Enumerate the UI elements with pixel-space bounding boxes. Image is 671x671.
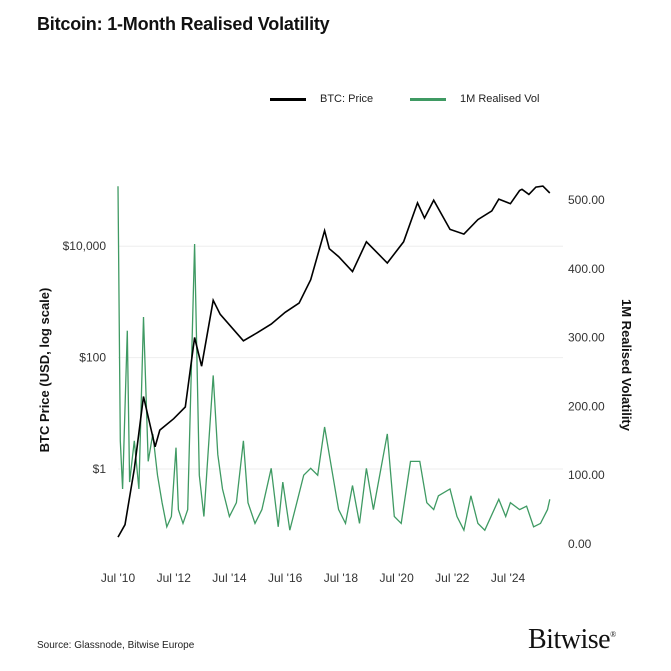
x-tick-label: Jul '14 [212,571,247,585]
series-line-volatility [117,186,551,533]
x-tick-label: Jul '16 [268,571,303,585]
x-tick-label: Jul '18 [324,571,359,585]
legend-label-price: BTC: Price [320,93,374,105]
y-left-axis-label: BTC Price (USD, log scale) [37,288,52,453]
y-right-tick-label: 100.00 [568,468,605,482]
source-note: Source: Glassnode, Bitwise Europe [37,640,195,651]
y-left-tick-label: $10,000 [63,239,107,253]
legend-swatch-price [270,97,306,101]
y-left-tick-label: $100 [79,351,106,365]
y-right-tick-label: 400.00 [568,262,605,276]
legend-item-price: BTC: Price [270,93,373,105]
series-line-price [117,185,551,538]
x-tick-label: Jul '20 [379,571,414,585]
y-left-tick-label: $1 [93,462,107,476]
legend-item-vol: 1M Realised Vol [410,93,540,105]
x-tick-label: Jul '10 [101,571,136,585]
chart-title: Bitcoin: 1-Month Realised Volatility [37,14,330,34]
y-right-tick-label: 300.00 [568,331,605,345]
x-tick-label: Jul '22 [435,571,470,585]
legend-label-vol: 1M Realised Vol [460,93,540,105]
legend-swatch-vol [410,97,446,101]
y-right-axis-label: 1M Realised Volatility [619,299,634,432]
y-right-tick-label: 200.00 [568,399,605,413]
x-tick-label: Jul '24 [491,571,526,585]
bitwise-logo: Bitwise® [528,624,616,655]
x-tick-label: Jul '12 [157,571,192,585]
y-right-tick-label: 0.00 [568,537,592,551]
y-right-tick-label: 500.00 [568,193,605,207]
